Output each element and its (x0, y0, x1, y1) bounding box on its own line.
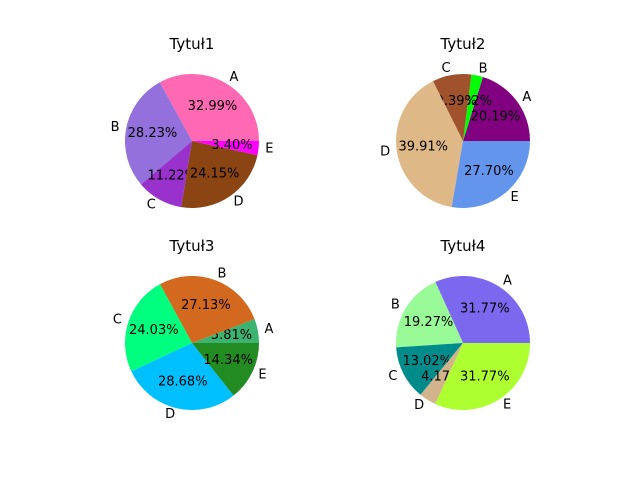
slice-label: D (165, 407, 175, 422)
pie-slice-b (124, 82, 192, 185)
slice-percent-label: 28.23% (128, 126, 178, 141)
slice-percent-label: 5.81% (211, 328, 252, 343)
slice-label: C (113, 313, 122, 328)
pie-panel-4: Tytuł4 A31.77%B19.27%C13.02%D4.17%E31.77… (388, 237, 530, 413)
chart-title-1: Tytuł1 (169, 35, 215, 53)
slice-percent-label: 20.19% (471, 110, 521, 125)
slice-label: B (391, 298, 400, 313)
pie-slice-b (159, 275, 255, 343)
slice-percent-label: 27.70% (464, 164, 514, 179)
pie-panel-1: Tytuł1 A 32.99% B 28.23% C 11.22% D 24.15% E 3.40… (111, 35, 274, 213)
slice-percent-label: 39.91% (398, 139, 448, 154)
slice-label: C (388, 369, 397, 384)
slice-label: D (234, 194, 244, 209)
slice-percent-label: 24.03% (129, 323, 179, 338)
chart-title-3: Tytuł3 (169, 237, 215, 255)
slice-label: C (147, 198, 156, 213)
slice-label: A (522, 90, 531, 105)
pie-slice-b (395, 281, 463, 348)
slice-label: A (230, 70, 239, 85)
slice-percent-label: 31.77% (460, 369, 510, 384)
slice-percent-label: 3.40% (211, 138, 252, 153)
pie-slice-c (432, 73, 472, 141)
slice-percent-label: 24.15% (190, 167, 240, 182)
slice-label: D (380, 144, 390, 159)
slice-percent-label: 27.13% (181, 298, 231, 313)
pie-slice-a (159, 73, 259, 141)
slice-label: A (264, 322, 273, 337)
pie-slice-d (420, 343, 463, 405)
slice-percent-label: 14.34% (203, 353, 253, 368)
pie-slice-a (435, 275, 530, 343)
slice-percent-label: 13.02% (402, 354, 452, 369)
slice-percent-label: 19.27% (404, 315, 454, 330)
slice-percent-label: 31.77% (460, 302, 510, 317)
slice-label: E (265, 141, 273, 156)
slice-label: A (503, 274, 512, 289)
slice-label: B (218, 266, 227, 281)
slice-label: C (441, 61, 450, 76)
slice-label: E (258, 368, 266, 383)
chart-title-4: Tytuł4 (440, 237, 486, 255)
slice-label: B (479, 61, 488, 76)
chart-title-2: Tytuł2 (440, 35, 486, 53)
slice-label: E (511, 190, 519, 205)
slice-percent-label: 32.99% (188, 99, 238, 114)
pie-panel-3: Tytuł3 A 5.81% B 27.13% C 24.03% D 28.68% E 14.34… (113, 237, 274, 422)
pie-panel-2: Tytuł2 A20.19%B2.82%C9.39%D 39.91%E27.70% (380, 35, 531, 208)
pie-slice-d (396, 81, 463, 208)
pie-slice-c (124, 284, 192, 372)
slice-percent-label: 11.22% (147, 169, 197, 184)
slice-label: E (503, 397, 511, 412)
slice-percent-label: 28.68% (158, 375, 208, 390)
slice-label: B (111, 120, 120, 135)
pie-slice-e (435, 343, 530, 411)
pie-slice-a (192, 319, 259, 343)
pie-slice-d (181, 141, 258, 209)
pie-slice-e (192, 141, 259, 156)
pie-slice-e (451, 141, 530, 208)
pie-slice-c (396, 343, 463, 395)
pie-slice-a (463, 77, 530, 141)
slice-percent-label: 9.39% (436, 94, 477, 109)
pie-slice-d (131, 343, 234, 411)
pie-slice-e (192, 343, 259, 396)
slice-label: D (414, 398, 424, 413)
pie-slice-c (140, 141, 192, 208)
pie-slice-b (463, 74, 483, 141)
